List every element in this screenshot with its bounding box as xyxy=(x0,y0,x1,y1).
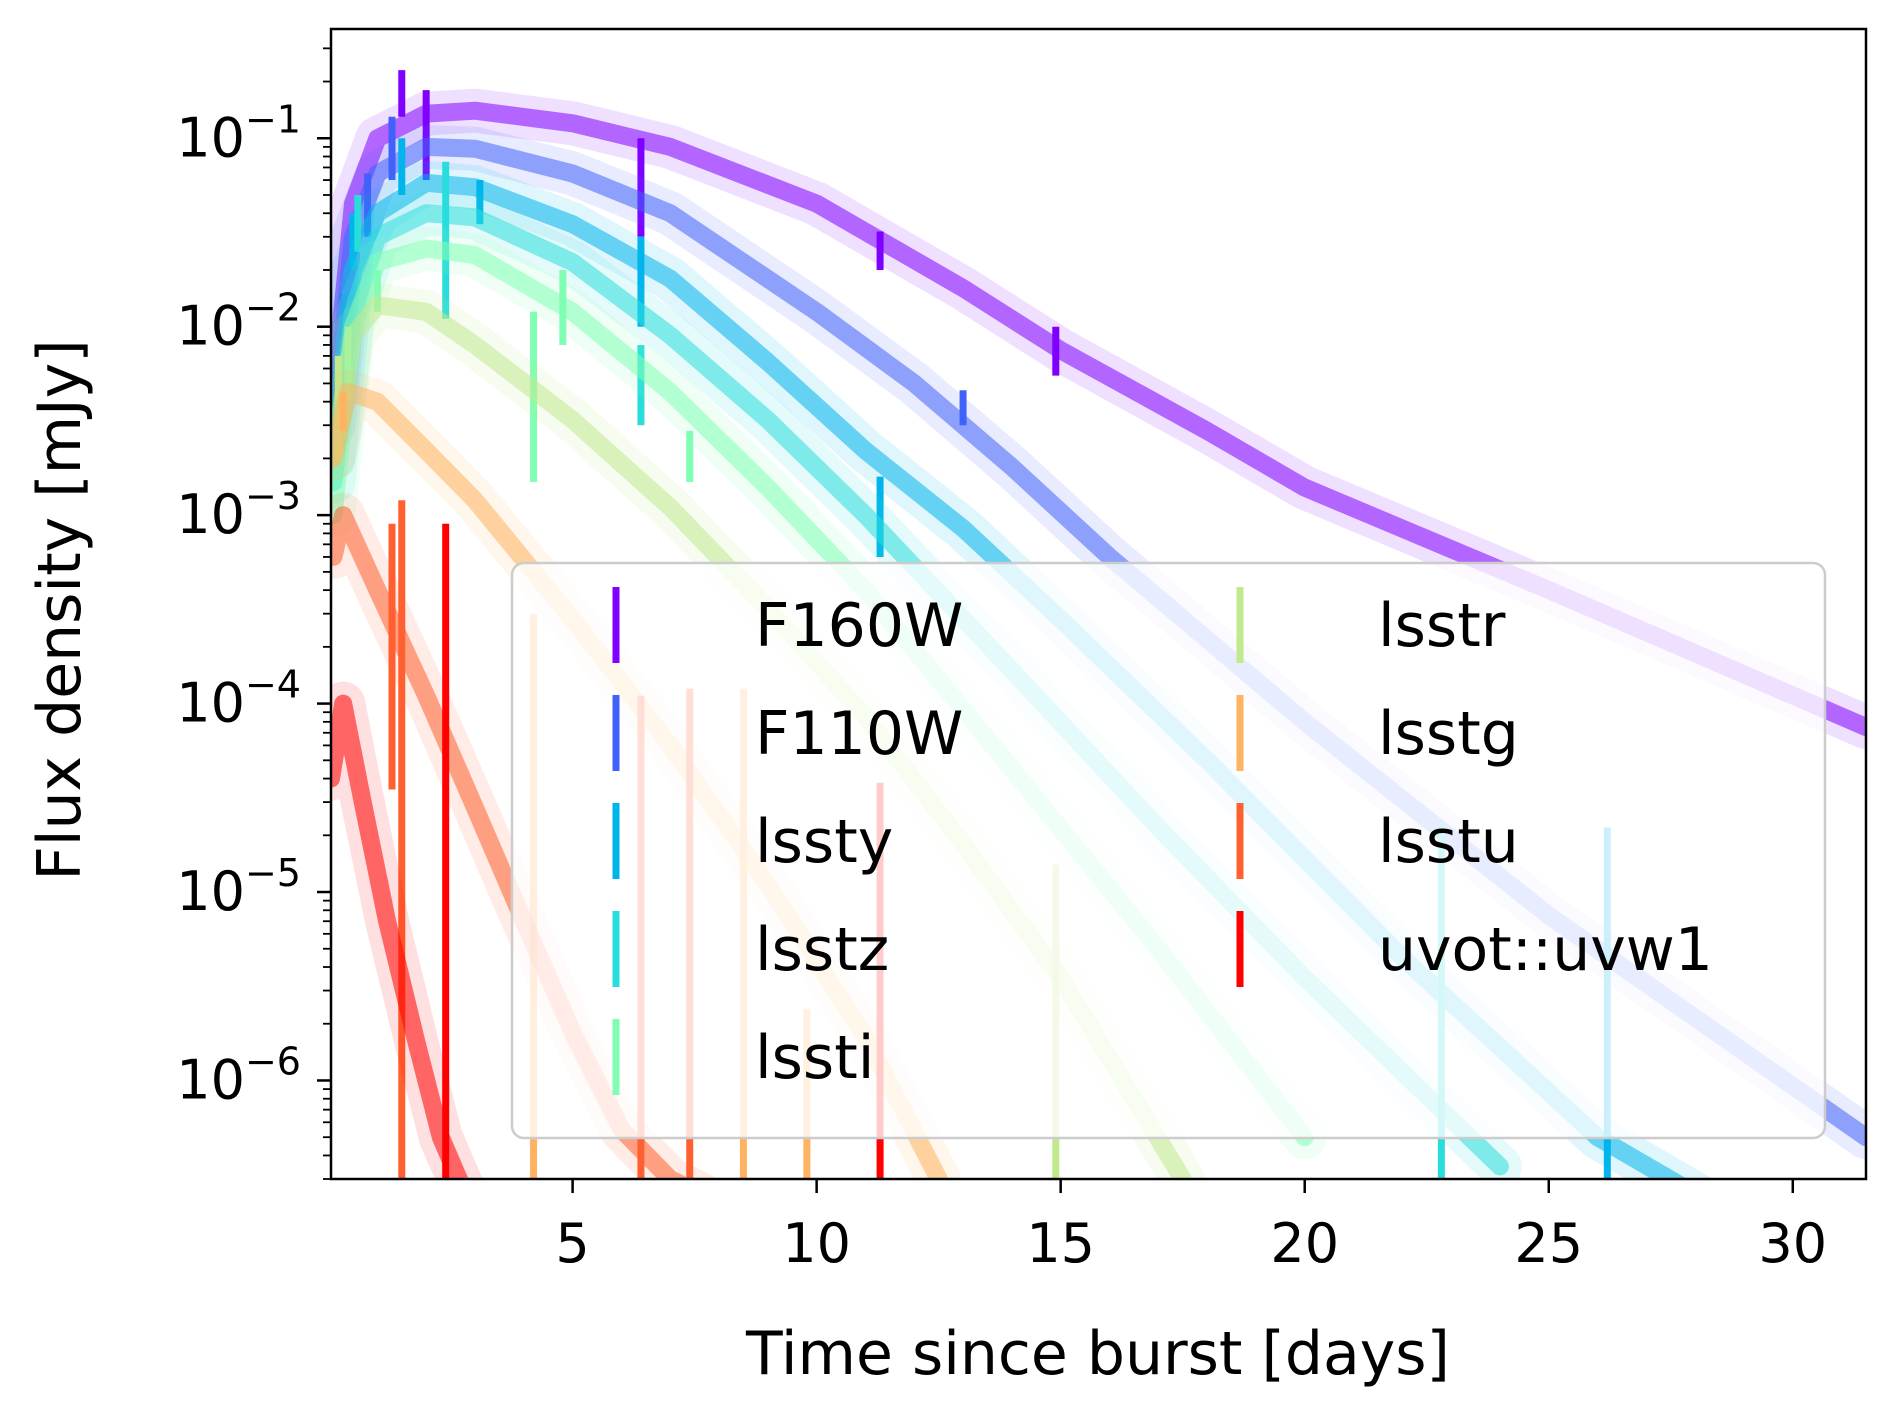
x-tick-label: 25 xyxy=(1514,1212,1583,1275)
y-tick-label: 10−1 xyxy=(176,97,301,169)
legend-label: lsstu xyxy=(1378,807,1519,877)
legend-entry: uvot::uvw1 xyxy=(1236,911,1713,987)
legend-label: F110W xyxy=(755,699,963,769)
legend-entry: lssty xyxy=(612,803,893,879)
x-axis-label: Time since burst [days] xyxy=(745,1319,1450,1389)
legend-entry: lsstr xyxy=(1236,587,1506,663)
x-tick-label: 20 xyxy=(1270,1212,1339,1275)
legend-entry: lssti xyxy=(612,1019,874,1095)
y-tick-label: 10−2 xyxy=(176,286,301,358)
legend-entry: lsstz xyxy=(612,911,889,987)
y-axis-label: Flux density [mJy] xyxy=(25,339,95,880)
legend-label: F160W xyxy=(755,591,963,661)
series-f160w xyxy=(331,70,1866,750)
legend-label: lssti xyxy=(755,1023,874,1093)
y-tick-label: 10−4 xyxy=(176,663,301,735)
legend-entry: F160W xyxy=(612,587,963,663)
legend-entry: F110W xyxy=(612,695,963,771)
series-line xyxy=(331,101,1866,737)
legend-label: lsstz xyxy=(755,915,889,985)
legend-label: lsstg xyxy=(1378,699,1519,769)
y-tick-label: 10−6 xyxy=(176,1039,301,1111)
x-tick-label: 5 xyxy=(555,1212,589,1275)
series-line xyxy=(331,506,691,1179)
legend: F160W F110W lssty lsstz lssti lsstr lsstg lsstu… xyxy=(510,561,1827,1140)
legend-entry: lsstg xyxy=(1236,695,1519,771)
legend-entry: lsstu xyxy=(1236,803,1519,879)
legend-frame xyxy=(510,561,1827,1140)
legend-label: lssty xyxy=(755,807,893,877)
y-tick-label: 10−3 xyxy=(176,474,301,546)
x-tick-label: 15 xyxy=(1026,1212,1095,1275)
y-tick-label: 10−5 xyxy=(176,851,301,923)
legend-label: uvot::uvw1 xyxy=(1378,915,1713,985)
plot-frame xyxy=(329,27,1868,1181)
x-tick-label: 30 xyxy=(1758,1212,1827,1275)
ticks-layer: 5 10 15 20 25 30 10−6 10−5 10−4 10−3 10−2 10−1 xyxy=(176,47,1827,1275)
x-tick-label: 10 xyxy=(782,1212,851,1275)
legend-label: lsstr xyxy=(1378,591,1506,661)
series-line xyxy=(331,694,469,1179)
